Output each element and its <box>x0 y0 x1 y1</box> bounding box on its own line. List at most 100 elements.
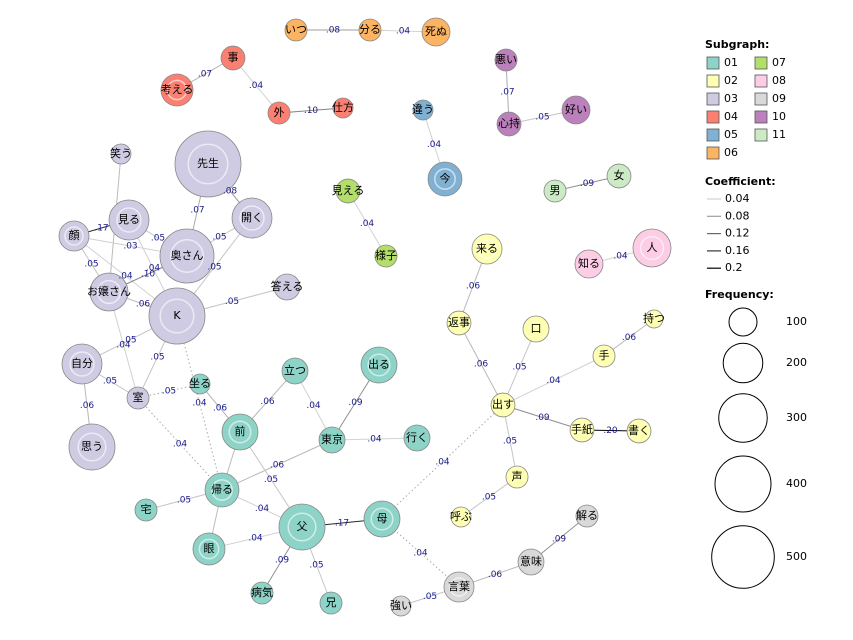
legend-swatch <box>706 56 720 70</box>
node <box>284 18 308 42</box>
edge-label: .08 <box>326 26 341 36</box>
legend-label: 01 <box>724 56 738 69</box>
node <box>575 504 599 528</box>
node-label: 前 <box>235 424 246 438</box>
node-label: 病気 <box>251 585 273 599</box>
node-core <box>228 420 252 444</box>
legend-swatch <box>754 74 768 88</box>
node-label: 分る <box>359 23 381 36</box>
edge-label: .07 <box>500 88 514 98</box>
edge-label: .05 <box>309 561 323 571</box>
node <box>421 17 451 47</box>
node-core <box>166 79 188 101</box>
edge-label: .04 <box>306 401 321 411</box>
node <box>606 163 632 189</box>
edge-label: .04 <box>413 549 428 559</box>
node-label: 東京 <box>321 432 343 446</box>
node-label: 声 <box>512 469 523 483</box>
node-label: 行く <box>406 431 428 444</box>
legend-label: 100 <box>786 315 807 328</box>
edge-label: .04 <box>192 399 207 409</box>
edge-label: .09 <box>580 179 595 189</box>
node-label: 違う <box>412 103 434 116</box>
edge-label: .05 <box>225 297 239 307</box>
node <box>335 178 361 204</box>
node-label: 言葉 <box>448 579 470 593</box>
edge <box>137 397 223 491</box>
legend-label: 200 <box>786 356 807 369</box>
node-core <box>239 205 265 231</box>
edge-label: .06 <box>474 360 489 370</box>
legend-circle <box>718 393 768 443</box>
edge-label: .04 <box>116 341 131 351</box>
legend-swatch <box>754 128 768 142</box>
legend-label: 02 <box>724 74 738 87</box>
node <box>574 249 604 279</box>
node-label: 口 <box>531 322 542 335</box>
node-core <box>159 298 195 334</box>
edge-label: .05 <box>177 496 191 506</box>
node <box>126 386 150 410</box>
edge-label: .20 <box>603 426 618 436</box>
edge-label: .04 <box>396 27 411 37</box>
node-label: 帰る <box>211 483 233 496</box>
edge-label: .06 <box>270 461 285 471</box>
node-label: 答える <box>271 279 304 293</box>
node <box>543 179 567 203</box>
edge-label: .06 <box>136 300 151 310</box>
node-core <box>64 226 84 246</box>
legend-label: 05 <box>724 128 738 141</box>
node <box>134 498 158 522</box>
node-label: 来る <box>476 242 498 255</box>
node-label: 呼ぶ <box>450 510 472 523</box>
edge-label: .09 <box>275 556 290 566</box>
edge-label: .10 <box>304 106 319 116</box>
edge-label: .09 <box>348 398 363 408</box>
edge <box>460 476 518 518</box>
node <box>446 310 472 336</box>
edge-label: .04 <box>546 376 561 386</box>
node-label: 男 <box>550 184 561 197</box>
node <box>110 143 132 165</box>
edge-label: .05 <box>482 493 496 503</box>
node-label: 仕方 <box>332 100 354 114</box>
node <box>494 48 518 72</box>
legend-label: 07 <box>772 56 786 69</box>
edge-label: .04 <box>118 272 133 282</box>
legend-swatch <box>754 92 768 106</box>
node-core <box>116 207 142 233</box>
edge-label: .17 <box>94 224 108 234</box>
node <box>561 95 591 125</box>
node <box>517 548 545 576</box>
node-core <box>170 239 204 273</box>
node-core <box>477 239 497 259</box>
legend-title: Frequency: <box>705 288 774 301</box>
node-label: 女 <box>614 168 625 182</box>
edge <box>458 322 504 406</box>
node-label: 様子 <box>375 248 397 262</box>
node <box>450 506 472 528</box>
edge-label: .04 <box>367 435 382 445</box>
edge-label: .06 <box>80 401 95 411</box>
edge-label: .04 <box>249 81 264 91</box>
node <box>220 45 246 71</box>
node-label: 開く <box>241 211 263 224</box>
node-label: 眼 <box>204 542 215 555</box>
node-label: 今 <box>440 171 451 185</box>
legend-swatch <box>706 128 720 142</box>
node-core <box>187 143 229 185</box>
edge-label: .09 <box>552 535 567 545</box>
node <box>250 581 274 605</box>
legend-title: Subgraph: <box>705 38 769 51</box>
edge-label: .08 <box>223 187 238 197</box>
node-label: 顔 <box>69 228 80 242</box>
node <box>319 591 343 615</box>
node-core <box>434 168 456 190</box>
node-core <box>367 353 391 377</box>
edge <box>502 355 605 406</box>
node <box>490 392 516 418</box>
node <box>318 426 346 454</box>
node-label: 書く <box>628 423 650 437</box>
edge-label: .05 <box>423 592 437 602</box>
edge-label: .04 <box>146 264 161 274</box>
